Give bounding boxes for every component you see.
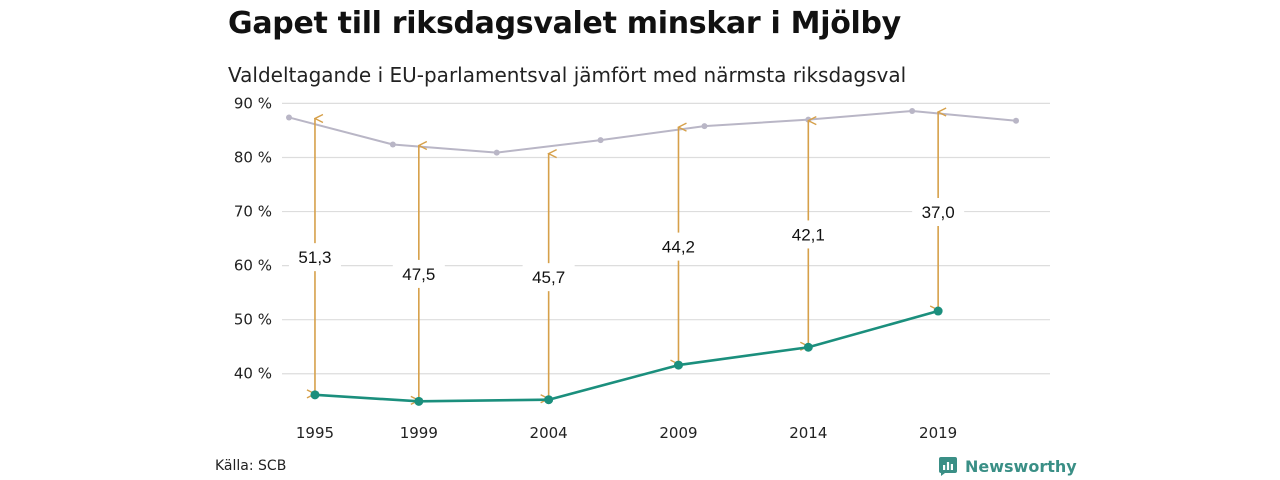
gap-label-background — [392, 259, 445, 288]
riksdag-line — [288, 109, 1017, 154]
gap-label-background — [782, 220, 835, 249]
riksdag-series — [286, 107, 1020, 156]
y-axis-tick-labels: 40 % 50 % 60 % 70 % 80 % 90 % — [234, 94, 272, 382]
riksdag-point — [909, 107, 916, 114]
eu-point — [310, 390, 320, 400]
y-tick-label: 90 % — [234, 94, 272, 112]
gap-label: 44,2 — [662, 238, 695, 257]
eu-point — [803, 342, 813, 352]
y-tick-label: 60 % — [234, 257, 272, 275]
gap-label-background — [912, 198, 965, 227]
riksdag-point — [1013, 117, 1020, 124]
y-tick-label: 40 % — [234, 365, 272, 383]
riksdag-point — [286, 114, 292, 121]
eu-line — [314, 309, 939, 403]
gap-label: 47,5 — [402, 265, 435, 284]
source-note: Källa: SCB — [215, 458, 287, 474]
newsworthy-logo-icon — [939, 457, 957, 476]
gap-label-background — [288, 243, 341, 272]
eu-point — [544, 395, 554, 405]
gap-label: 51,3 — [298, 248, 331, 267]
riksdag-point — [597, 137, 604, 144]
chart-subtitle: Valdeltagande i EU-parlamentsval jämfört… — [228, 63, 907, 87]
x-tick-label: 2019 — [919, 424, 957, 442]
brand-logo: Newsworthy — [938, 455, 1077, 477]
x-tick-label: 2014 — [789, 424, 827, 442]
gap-label: 45,7 — [532, 268, 565, 287]
y-tick-label: 50 % — [234, 311, 272, 329]
x-tick-label: 2004 — [530, 424, 568, 442]
y-tick-label: 80 % — [234, 148, 272, 166]
gap-label-background — [522, 263, 575, 292]
x-tick-label: 1995 — [296, 424, 334, 442]
eu-point — [673, 360, 683, 370]
gap-label-background — [652, 232, 705, 261]
eu-point — [933, 306, 943, 316]
brand-name: Newsworthy — [965, 456, 1077, 476]
chart-title: Gapet till riksdagsvalet minskar i Mjölb… — [228, 6, 901, 41]
x-tick-label: 1999 — [400, 424, 438, 442]
eu-point — [414, 396, 424, 406]
gap-arrows: 51,3 47,5 45,7 44,2 42,1 37,0 — [288, 112, 965, 400]
riksdag-point — [389, 141, 396, 148]
riksdag-point — [493, 149, 500, 156]
riksdag-point — [701, 123, 708, 130]
x-tick-label: 2009 — [659, 424, 697, 442]
gap-label: 37,0 — [922, 203, 955, 222]
y-tick-label: 70 % — [234, 203, 272, 221]
x-axis-tick-labels: 1995 1999 2004 2009 2014 2019 — [296, 424, 957, 442]
eu-series — [310, 306, 943, 406]
gap-label: 42,1 — [792, 225, 825, 244]
